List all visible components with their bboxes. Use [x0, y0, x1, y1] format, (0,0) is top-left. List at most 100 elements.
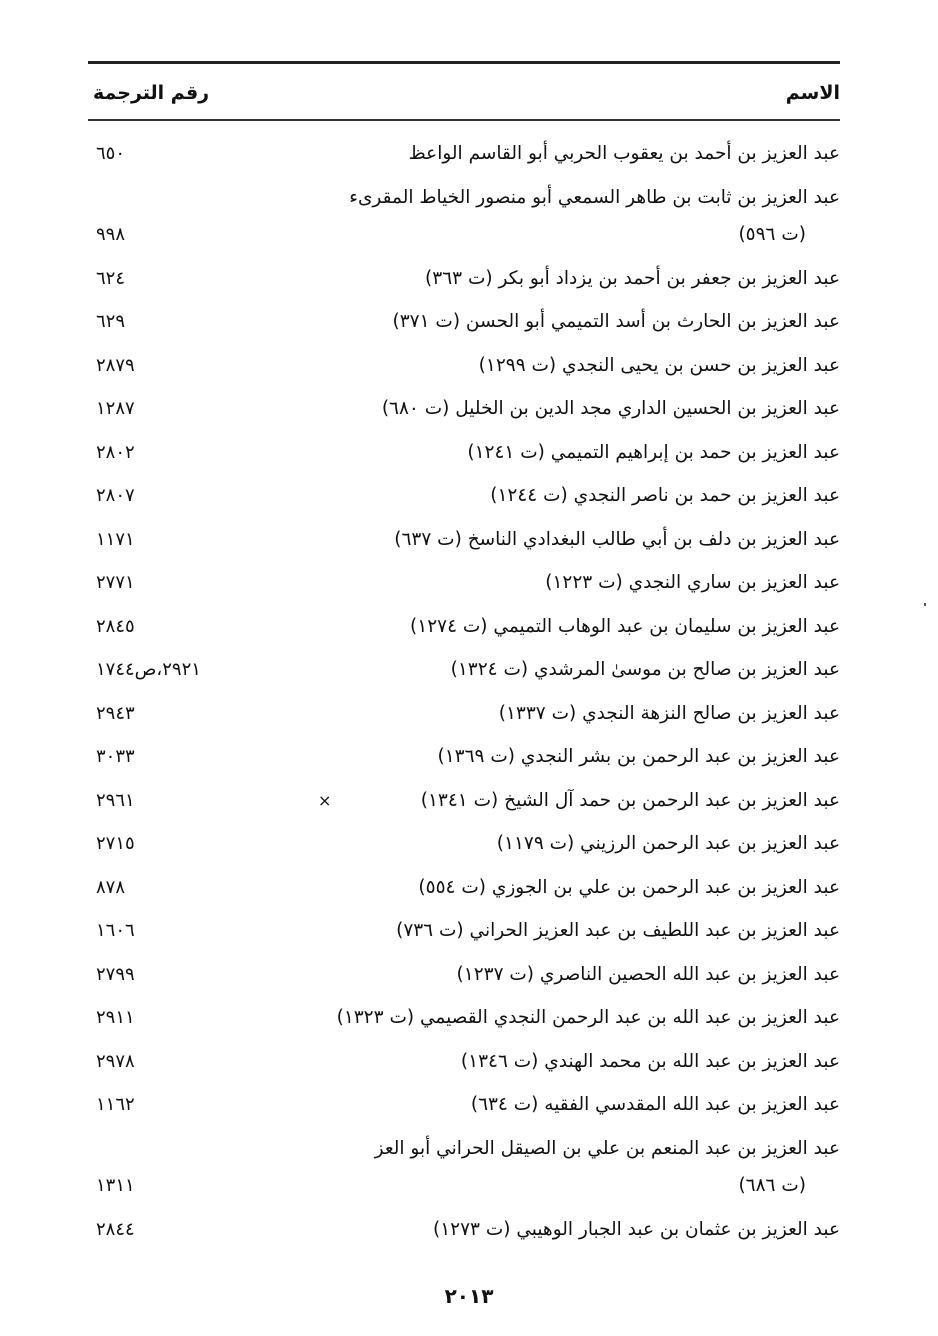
entry-name: عبد العزيز بن عبد الله بن عبد الرحمن الن… [88, 999, 840, 1037]
index-entry: عبد العزيز بن عبد الرحمن الرزيني (ت ١١٧٩… [88, 822, 840, 866]
entry-name: عبد العزيز بن عبد الرحمن بن حمد آل الشيخ… [88, 782, 840, 820]
entry-number: ٢٩٤٣ [96, 702, 135, 724]
entry-name-line: عبد العزيز بن حمد بن ناصر النجدي (ت ١٢٤٤… [490, 485, 840, 506]
index-entry: عبد العزيز بن أحمد بن يعقوب الحربي أبو ا… [88, 132, 840, 176]
entry-name-line: عبد العزيز بن عبد اللطيف بن عبد العزيز ا… [396, 920, 840, 941]
index-entry: عبد العزيز بن عبد الله بن عبد الرحمن الن… [88, 996, 840, 1040]
entry-name: عبد العزيز بن ساري النجدي (ت ١٢٢٣) [88, 564, 840, 602]
column-header-name: الاسم [785, 82, 840, 104]
entry-number: ٨٧٨ [96, 876, 126, 898]
entry-number: ٢٩١١ [96, 1007, 135, 1028]
index-entry: عبد العزيز بن سليمان بن عبد الوهاب التمي… [88, 605, 840, 649]
index-entry: عبد العزيز بن صالح بن موسىٰ المرشدي (ت ١… [88, 648, 840, 692]
entry-number: ١٣١١ [96, 1175, 135, 1196]
index-entry: عبد العزيز بن عبد الرحمن بن بشر النجدي (… [88, 735, 840, 779]
entry-name: عبد العزيز بن ثابت بن طاهر السمعي أبو من… [88, 179, 840, 254]
entry-number: ١٢٨٧ [96, 398, 135, 419]
entry-name: عبد العزيز بن عبد الله الحصين الناصري (ت… [88, 956, 840, 994]
entry-number: ٢٨٤٥ [96, 615, 135, 637]
entry-name-line: عبد العزيز بن حمد بن إبراهيم التميمي (ت … [467, 441, 840, 463]
index-entry: عبد العزيز بن عبد الله بن محمد الهندي (ت… [88, 1040, 840, 1084]
entry-name: عبد العزيز بن صالح النزهة النجدي (ت ١٣٣٧… [88, 695, 840, 733]
entry-name: عبد العزيز بن حمد بن ناصر النجدي (ت ١٢٤٤… [88, 477, 840, 515]
entry-name-line: عبد العزيز بن سليمان بن عبد الوهاب التمي… [410, 615, 840, 637]
index-entry: عبد العزيز بن دلف بن أبي طالب البغدادي ا… [88, 518, 840, 562]
entry-name-line: عبد العزيز بن جعفر بن أحمد بن يزداد أبو … [425, 267, 840, 289]
entry-name: عبد العزيز بن دلف بن أبي طالب البغدادي ا… [88, 521, 840, 559]
index-entry: عبد العزيز بن جعفر بن أحمد بن يزداد أبو … [88, 257, 840, 301]
index-entry: عبد العزيز بن عبد الله المقدسي الفقيه (ت… [88, 1083, 840, 1127]
index-entry: عبد العزيز بن الحسين الداري مجد الدين بن… [88, 387, 840, 431]
entry-number: ٢٨٤٤ [96, 1218, 135, 1240]
index-entry: عبد العزيز بن ثابت بن طاهر السمعي أبو من… [88, 176, 840, 257]
entry-name: عبد العزيز بن عبد الله بن محمد الهندي (ت… [88, 1043, 840, 1081]
page-number: ٢٠١٣ [444, 1284, 494, 1308]
index-entry: عبد العزيز بن حسن بن يحيى النجدي (ت ١٢٩٩… [88, 344, 840, 388]
entry-name-line: عبد العزيز بن الحسين الداري مجد الدين بن… [381, 398, 840, 419]
index-entry: عبد العزيز بن ساري النجدي (ت ١٢٢٣) ٢٧٧١ [88, 561, 840, 605]
index-entry: عبد العزيز بن عبد الرحمن بن علي بن الجوز… [88, 866, 840, 910]
entry-name: عبد العزيز بن عبد الرحمن بن بشر النجدي (… [88, 738, 840, 776]
top-rule [88, 61, 840, 64]
entry-name: عبد العزيز بن عثمان بن عبد الجبار الوهيب… [88, 1211, 840, 1249]
entry-number: ٢٧١٥ [96, 833, 135, 854]
entry-name-line: عبد العزيز بن صالح بن موسىٰ المرشدي (ت ١… [450, 659, 840, 680]
index-entry: عبد العزيز بن عبد اللطيف بن عبد العزيز ا… [88, 909, 840, 953]
scan-speck [924, 603, 926, 606]
entry-name-line: عبد العزيز بن عبد الله بن عبد الرحمن الن… [336, 1007, 840, 1028]
entry-number: ٦٢٤ [96, 267, 126, 289]
entry-name-line: عبد العزيز بن الحارث بن أسد التميمي أبو … [392, 311, 841, 332]
entry-name-line: عبد العزيز بن حسن بن يحيى النجدي (ت ١٢٩٩… [478, 354, 840, 376]
entry-name-line: عبد العزيز بن ساري النجدي (ت ١٢٢٣) [545, 572, 840, 593]
entry-name-line: عبد العزيز بن عثمان بن عبد الجبار الوهيب… [432, 1218, 840, 1240]
column-header-number: رقم الترجمة [93, 82, 210, 104]
entry-name-line: عبد العزيز بن دلف بن أبي طالب البغدادي ا… [394, 528, 840, 550]
entry-name: عبد العزيز بن عبد الرحمن بن علي بن الجوز… [88, 869, 840, 907]
entry-name-line: عبد العزيز بن عبد الرحمن بن حمد آل الشيخ… [420, 789, 840, 811]
entry-name: عبد العزيز بن أحمد بن يعقوب الحربي أبو ا… [88, 135, 840, 173]
entry-name-line: عبد العزيز بن ثابت بن طاهر السمعي أبو من… [349, 186, 840, 208]
entry-number: ٦٥٠ [96, 143, 126, 164]
entry-name-line: عبد العزيز بن عبد الله المقدسي الفقيه (ت… [470, 1094, 840, 1115]
entry-name: عبد العزيز بن سليمان بن عبد الوهاب التمي… [88, 608, 840, 646]
entry-name-continuation: (ت ٦٨٦) [738, 1175, 806, 1196]
entry-name: عبد العزيز بن الحارث بن أسد التميمي أبو … [88, 303, 841, 341]
index-list: عبد العزيز بن أحمد بن يعقوب الحربي أبو ا… [88, 132, 840, 1251]
entry-name: عبد العزيز بن الحسين الداري مجد الدين بن… [88, 390, 840, 428]
entry-number: ٣٠٣٣ [96, 746, 135, 767]
entry-name-line: عبد العزيز بن أحمد بن يعقوب الحربي أبو ا… [408, 143, 840, 164]
index-entry: عبد العزيز بن عبد الرحمن بن حمد آل الشيخ… [88, 779, 840, 823]
entry-name: عبد العزيز بن جعفر بن أحمد بن يزداد أبو … [88, 260, 840, 298]
handwritten-mark: × [318, 790, 332, 810]
index-entry: عبد العزيز بن عبد المنعم بن علي بن الصيق… [88, 1127, 840, 1208]
index-entry: عبد العزيز بن الحارث بن أسد التميمي أبو … [88, 300, 840, 344]
entry-number: ٢٨٧٩ [96, 354, 135, 376]
index-entry: عبد العزيز بن صالح النزهة النجدي (ت ١٣٣٧… [88, 692, 840, 736]
entry-number: ٢٨٠٢ [96, 441, 135, 463]
index-entry: عبد العزيز بن حمد بن إبراهيم التميمي (ت … [88, 431, 840, 475]
entry-number: ١١٦٢ [96, 1094, 135, 1115]
entry-number: ٦٢٩ [96, 311, 126, 332]
entry-name-line: عبد العزيز بن عبد الله الحصين الناصري (ت… [456, 963, 840, 985]
entry-name: عبد العزيز بن حمد بن إبراهيم التميمي (ت … [88, 434, 840, 472]
entry-number: ٢٧٧١ [96, 572, 135, 593]
entry-number: ٢٩٦١ [96, 789, 135, 811]
entry-name: عبد العزيز بن عبد الرحمن الرزيني (ت ١١٧٩… [88, 825, 840, 863]
index-entry: عبد العزيز بن عثمان بن عبد الجبار الوهيب… [88, 1208, 840, 1252]
entry-name: عبد العزيز بن عبد الله المقدسي الفقيه (ت… [88, 1086, 840, 1124]
header-rule [88, 119, 840, 121]
entry-name-line: عبد العزيز بن صالح النزهة النجدي (ت ١٣٣٧… [498, 702, 840, 724]
entry-name-line: عبد العزيز بن عبد الرحمن الرزيني (ت ١١٧٩… [496, 833, 840, 854]
entry-name-line: عبد العزيز بن عبد المنعم بن علي بن الصيق… [374, 1137, 840, 1159]
entry-number: ١١٧١ [96, 528, 135, 550]
entry-name-continuation: (ت ٥٩٦) [738, 224, 806, 245]
entry-number: ٢٩٧٨ [96, 1050, 135, 1072]
index-entry: عبد العزيز بن حمد بن ناصر النجدي (ت ١٢٤٤… [88, 474, 840, 518]
entry-name-line: عبد العزيز بن عبد الله بن محمد الهندي (ت… [460, 1050, 840, 1072]
entry-number: ١٦٠٦ [96, 920, 135, 941]
entry-number: ٢٧٩٩ [96, 963, 135, 985]
entry-name: عبد العزيز بن عبد المنعم بن علي بن الصيق… [88, 1130, 840, 1205]
entry-name-line: عبد العزيز بن عبد الرحمن بن علي بن الجوز… [418, 876, 840, 898]
entry-name: عبد العزيز بن حسن بن يحيى النجدي (ت ١٢٩٩… [88, 347, 840, 385]
entry-number: ٩٩٨ [96, 224, 126, 245]
